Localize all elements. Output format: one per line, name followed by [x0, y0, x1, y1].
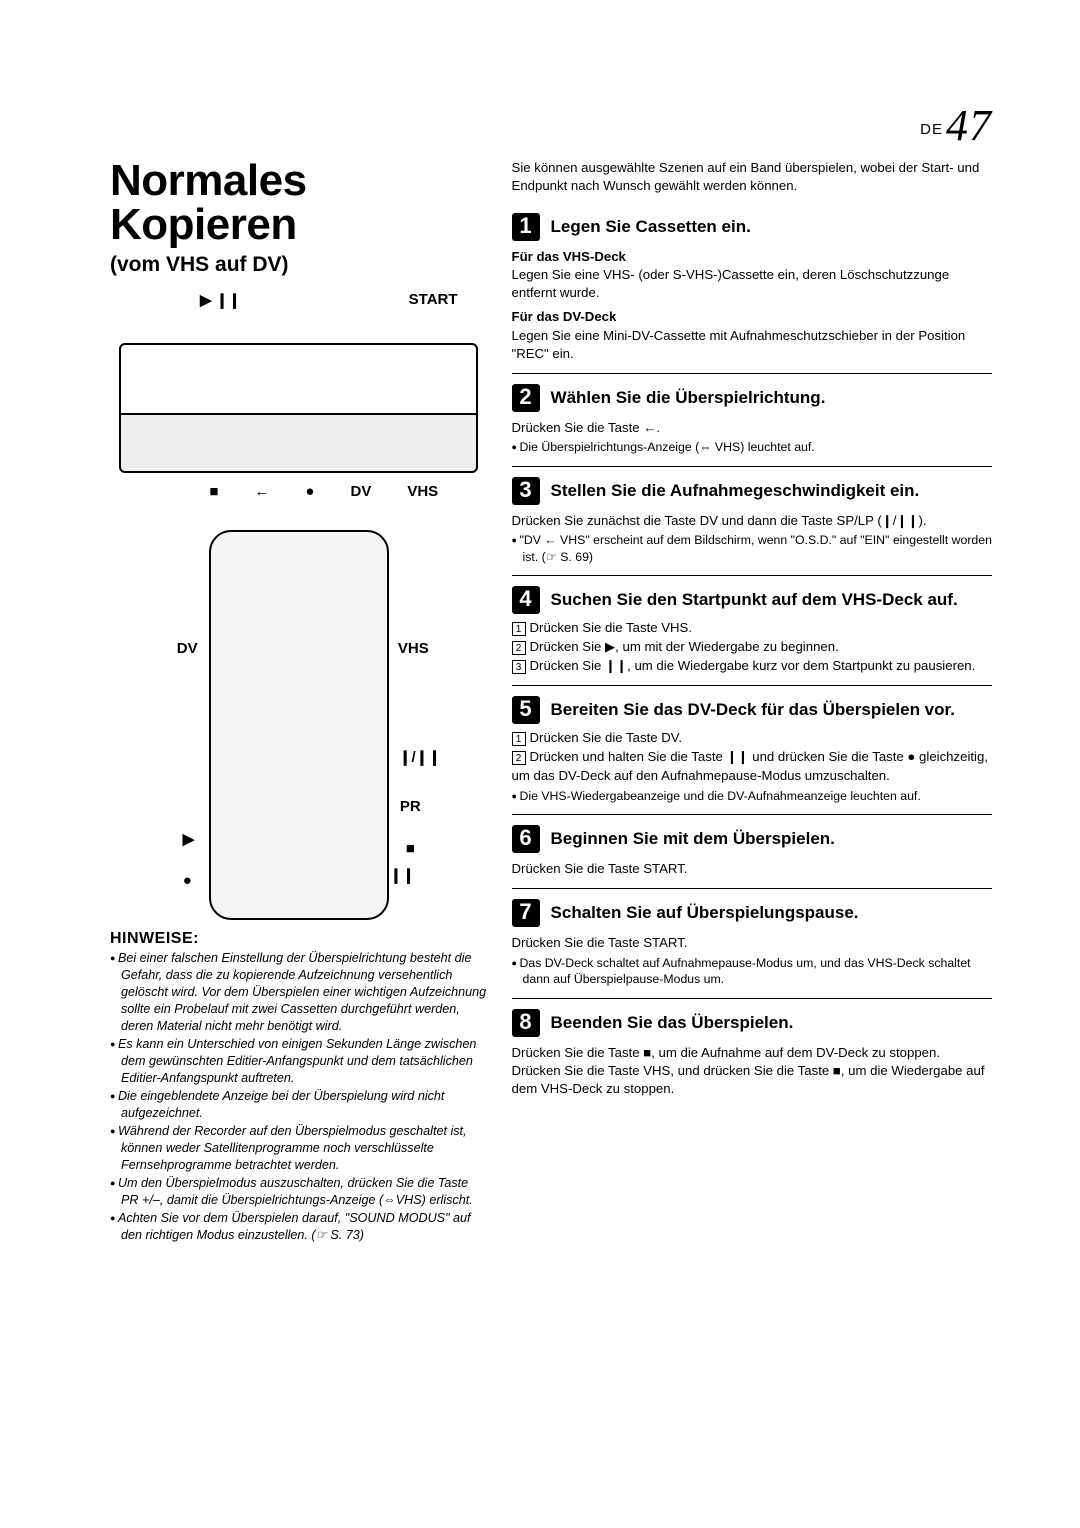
step-text: Legen Sie eine Mini-DV-Cassette mit Aufn…: [512, 327, 992, 363]
step-2: 2 Wählen Sie die Überspielrichtung. Drüc…: [512, 373, 992, 456]
step-text: Drücken Sie die Taste ←.: [512, 419, 992, 437]
hinweise-item: Während der Recorder auf den Überspielmo…: [110, 1123, 488, 1174]
step-enum-item: 1Drücken Sie die Taste DV.: [512, 729, 992, 748]
page-number: DE47: [110, 100, 992, 151]
hinweise-item: Achten Sie vor dem Überspielen darauf, "…: [110, 1210, 488, 1244]
step-number: 2: [512, 384, 540, 412]
step-enum-item: 1Drücken Sie die Taste VHS.: [512, 619, 992, 638]
remote-label-dv: DV: [177, 640, 198, 657]
step-title: Stellen Sie die Aufnahmegeschwindigkeit …: [551, 481, 920, 501]
hinweise-list: Bei einer falschen Einstellung der Übers…: [110, 950, 488, 1244]
step-7: 7 Schalten Sie auf Überspielungspause. D…: [512, 888, 992, 987]
step-number: 4: [512, 586, 540, 614]
step-number: 1: [512, 213, 540, 241]
step-title: Legen Sie Cassetten ein.: [551, 217, 751, 237]
step-text: Legen Sie eine VHS- (oder S-VHS-)Cassett…: [512, 266, 992, 302]
step-enum-text: Drücken Sie ❙❙, um die Wiedergabe kurz v…: [530, 658, 976, 673]
step-number: 6: [512, 825, 540, 853]
step-enum-text: Drücken Sie die Taste DV.: [530, 730, 682, 745]
page-label: DE: [920, 121, 943, 138]
step-3: 3 Stellen Sie die Aufnahmegeschwindigkei…: [512, 466, 992, 565]
hinweise-heading: HINWEISE:: [110, 930, 488, 948]
step-title: Wählen Sie die Überspielrichtung.: [551, 388, 826, 408]
step-bullet: Die Überspielrichtungs-Anzeige (⇔ VHS) l…: [512, 439, 992, 456]
step-text: Drücken Sie die Taste ■, um die Aufnahme…: [512, 1044, 992, 1099]
hinweise-item: Um den Überspielmodus auszuschalten, drü…: [110, 1175, 488, 1209]
step-number: 7: [512, 899, 540, 927]
remote-label-play: ▶: [183, 830, 195, 848]
step-text: Drücken Sie die Taste START.: [512, 860, 992, 878]
step-number: 3: [512, 477, 540, 505]
step-title: Bereiten Sie das DV-Deck für das Überspi…: [551, 700, 955, 720]
step-8: 8 Beenden Sie das Überspielen. Drücken S…: [512, 998, 992, 1099]
step-enum-item: 2Drücken und halten Sie die Taste ❙❙ und…: [512, 748, 992, 785]
step-title: Schalten Sie auf Überspielungspause.: [551, 903, 859, 923]
remote-label-splp: ❙/❙❙: [399, 748, 441, 766]
label-start: START: [409, 291, 458, 309]
step-title: Suchen Sie den Startpunkt auf dem VHS-De…: [551, 590, 958, 610]
step-number: 5: [512, 696, 540, 724]
step-1: 1 Legen Sie Cassetten ein. Für das VHS-D…: [512, 209, 992, 363]
label-stop: ■: [209, 483, 218, 500]
step-bullet: "DV ← VHS" erscheint auf dem Bildschirm,…: [512, 532, 992, 565]
device-diagram: ▶ ❙❙ START ■ ← ● DV VHS: [110, 291, 488, 500]
remote-label-stop: ■: [406, 840, 415, 857]
step-enum-item: 2Drücken Sie ▶, um mit der Wiedergabe zu…: [512, 638, 992, 657]
label-arrow: ←: [254, 483, 269, 500]
step-enum-item: 3Drücken Sie ❙❙, um die Wiedergabe kurz …: [512, 657, 992, 676]
intro-text: Sie können ausgewählte Szenen auf ein Ba…: [512, 159, 992, 195]
step-bullet: Das DV-Deck schaltet auf Aufnahmepause-M…: [512, 955, 992, 988]
page-title: Normales Kopieren: [110, 159, 488, 247]
step-5: 5 Bereiten Sie das DV-Deck für das Übers…: [512, 685, 992, 804]
step-subheading: Für das DV-Deck: [512, 308, 992, 326]
remote-label-vhs: VHS: [398, 640, 429, 657]
step-4: 4 Suchen Sie den Startpunkt auf dem VHS-…: [512, 575, 992, 675]
hinweise-item: Es kann ein Unterschied von einigen Seku…: [110, 1036, 488, 1087]
label-dv: DV: [350, 483, 371, 500]
page-subtitle: (vom VHS auf DV): [110, 253, 488, 277]
step-enum-text: Drücken Sie ▶, um mit der Wiedergabe zu …: [530, 639, 839, 654]
step-text: Drücken Sie die Taste START.: [512, 934, 992, 952]
step-subheading: Für das VHS-Deck: [512, 248, 992, 266]
remote-label-pause: ❙❙: [390, 866, 415, 884]
label-vhs: VHS: [407, 483, 438, 500]
label-play-pause: ▶ ❙❙: [200, 291, 241, 309]
step-title: Beginnen Sie mit dem Überspielen.: [551, 829, 835, 849]
hinweise-item: Die eingeblendete Anzeige bei der Übersp…: [110, 1088, 488, 1122]
step-title: Beenden Sie das Überspielen.: [551, 1013, 794, 1033]
hinweise-item: Bei einer falschen Einstellung der Übers…: [110, 950, 488, 1035]
step-bullet: Die VHS-Wiedergabeanzeige und die DV-Auf…: [512, 788, 992, 805]
remote-diagram: DV VHS ❙/❙❙ PR ▶ ■ ❙❙ ●: [209, 530, 389, 920]
step-enum-text: Drücken Sie die Taste VHS.: [530, 620, 692, 635]
label-rec: ●: [305, 483, 314, 500]
device-box: [119, 343, 478, 473]
remote-label-pr: PR: [400, 798, 421, 815]
step-number: 8: [512, 1009, 540, 1037]
remote-label-rec: ●: [183, 872, 192, 889]
step-text: Drücken Sie zunächst die Taste DV und da…: [512, 512, 992, 530]
page-num: 47: [946, 101, 992, 150]
remote-outline: [209, 530, 389, 920]
step-6: 6 Beginnen Sie mit dem Überspielen. Drüc…: [512, 814, 992, 878]
step-enum-text: Drücken und halten Sie die Taste ❙❙ und …: [512, 749, 988, 783]
